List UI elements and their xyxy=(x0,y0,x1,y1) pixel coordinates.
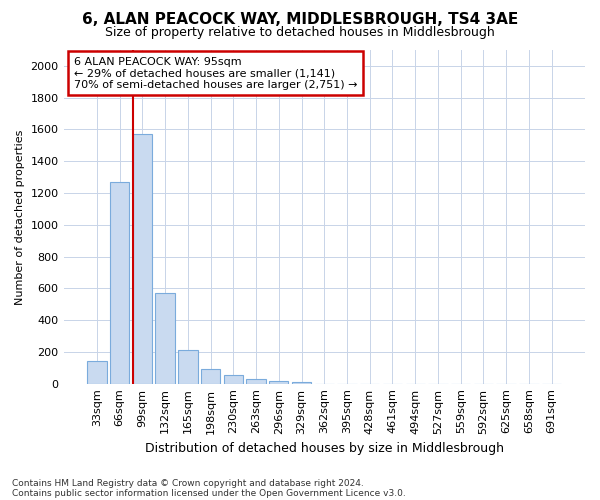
Text: Size of property relative to detached houses in Middlesbrough: Size of property relative to detached ho… xyxy=(105,26,495,39)
Y-axis label: Number of detached properties: Number of detached properties xyxy=(15,129,25,304)
X-axis label: Distribution of detached houses by size in Middlesbrough: Distribution of detached houses by size … xyxy=(145,442,504,455)
Bar xyxy=(178,350,197,384)
Bar xyxy=(110,182,130,384)
Text: Contains public sector information licensed under the Open Government Licence v3: Contains public sector information licen… xyxy=(12,488,406,498)
Text: Contains HM Land Registry data © Crown copyright and database right 2024.: Contains HM Land Registry data © Crown c… xyxy=(12,478,364,488)
Bar xyxy=(269,381,289,384)
Text: 6 ALAN PEACOCK WAY: 95sqm
← 29% of detached houses are smaller (1,141)
70% of se: 6 ALAN PEACOCK WAY: 95sqm ← 29% of detac… xyxy=(74,56,358,90)
Bar xyxy=(87,362,107,384)
Bar xyxy=(224,375,243,384)
Bar xyxy=(155,293,175,384)
Bar xyxy=(133,134,152,384)
Bar xyxy=(292,382,311,384)
Bar xyxy=(201,368,220,384)
Bar xyxy=(247,379,266,384)
Text: 6, ALAN PEACOCK WAY, MIDDLESBROUGH, TS4 3AE: 6, ALAN PEACOCK WAY, MIDDLESBROUGH, TS4 … xyxy=(82,12,518,28)
